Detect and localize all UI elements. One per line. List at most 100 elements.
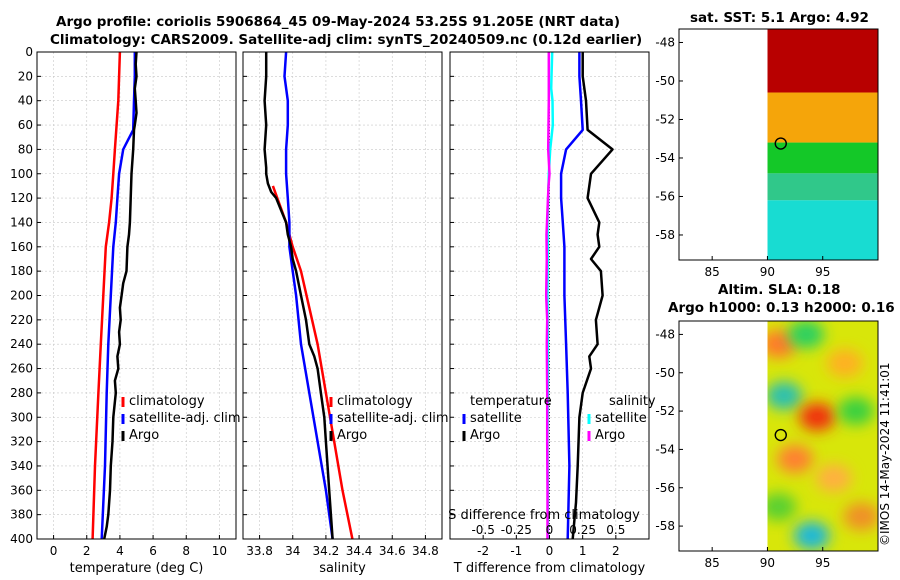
- map-y-tick-label: -48: [655, 35, 675, 49]
- sst-band: [767, 200, 878, 260]
- series-climatology: [271, 185, 354, 540]
- sst-map-title: sat. SST: 5.1 Argo: 4.92: [690, 10, 869, 26]
- map-y-tick-label: -56: [655, 189, 675, 203]
- y-tick-label: 320: [10, 435, 33, 449]
- sla-map-subtitle: Argo h1000: 0.13 h2000: 0.16: [668, 300, 895, 316]
- map-x-tick-label: 95: [815, 556, 830, 570]
- figure-title-line1: Argo profile: coriolis 5906864_45 09-May…: [56, 14, 621, 30]
- map-x-tick-label: 95: [815, 265, 830, 279]
- series-climatology: [91, 51, 122, 540]
- sst-map: [678, 28, 879, 261]
- y-tick-label: 40: [18, 94, 33, 108]
- y-tick-label: 160: [10, 240, 33, 254]
- map-x-tick-label: 90: [760, 556, 775, 570]
- x-tick-label: 10: [212, 544, 227, 558]
- sst-band: [767, 173, 878, 201]
- sla-blob: [767, 492, 797, 521]
- map-y-tick-label: -50: [655, 74, 675, 88]
- map-field: [767, 321, 879, 551]
- x-tick-label: 34: [285, 544, 300, 558]
- map-y-tick-label: -56: [655, 481, 675, 495]
- sla-blob: [777, 445, 814, 473]
- sla-blob: [826, 349, 863, 378]
- map-field: [767, 29, 878, 260]
- legend-label: satellite-adj. clim: [337, 411, 449, 426]
- x-tick-label: 1: [579, 544, 587, 558]
- legend-label: satellite-adj. clim: [129, 411, 241, 426]
- x-tick-label: 2: [83, 544, 91, 558]
- y-tick-label: 100: [10, 167, 33, 181]
- float-position-marker: [774, 137, 787, 150]
- series-argo: [263, 52, 334, 540]
- sla-map-title: Altim. SLA: 0.18: [718, 282, 841, 298]
- map-x-tick-label: 90: [760, 265, 775, 279]
- sla-blob: [793, 521, 830, 550]
- legend-label: Argo: [337, 428, 367, 443]
- x-axis-label: T difference from climatology: [453, 561, 646, 576]
- series-argo: [102, 51, 138, 540]
- y-tick-label: 80: [18, 142, 33, 156]
- y-tick-label: 260: [10, 362, 33, 376]
- series-satellite-adj--clim: [100, 52, 137, 540]
- series-satellite-adj--clim: [283, 51, 334, 540]
- series-argo: [544, 52, 551, 539]
- legend-label: Argo: [470, 428, 500, 443]
- map-frame: [678, 28, 879, 261]
- y-tick-label: 300: [10, 410, 33, 424]
- x-tick-label: 34.4: [346, 544, 373, 558]
- sla-blob: [837, 397, 874, 426]
- top-tick-label: 0.5: [606, 523, 625, 537]
- map-y-tick-label: -50: [655, 366, 675, 380]
- legend-label: satellite: [470, 411, 522, 426]
- y-tick-label: 200: [10, 289, 33, 303]
- map-y-tick-label: -48: [655, 327, 675, 341]
- sla-blob: [799, 402, 836, 431]
- figure-title-line2: Climatology: CARS2009. Satellite-adj cli…: [50, 32, 643, 48]
- legend-label: satellite: [595, 411, 647, 426]
- map-x-tick-label: 85: [705, 556, 720, 570]
- y-tick-label: 120: [10, 191, 33, 205]
- x-axis-label: salinity: [319, 561, 366, 576]
- map-x-tick-label: 85: [705, 265, 720, 279]
- top-tick-label: -0.5: [471, 523, 494, 537]
- profile-panel-0: [36, 51, 237, 540]
- x-tick-label: -1: [510, 544, 522, 558]
- profile-panel-2: [449, 51, 650, 540]
- y-tick-label: 60: [18, 118, 33, 132]
- sla-blob: [843, 502, 879, 531]
- x-tick-label: 34.6: [379, 544, 406, 558]
- x-axis-label: temperature (deg C): [70, 561, 204, 576]
- sla-blob: [767, 381, 803, 410]
- sla-blob: [815, 464, 852, 493]
- y-tick-label: 280: [10, 386, 33, 400]
- sst-band: [767, 142, 878, 174]
- y-tick-label: 220: [10, 313, 33, 327]
- map-y-tick-label: -54: [655, 442, 675, 456]
- map-y-tick-label: -52: [655, 112, 675, 126]
- legend-title-temperature: temperature: [470, 394, 552, 409]
- x-tick-label: 0: [50, 544, 58, 558]
- legend-label: climatology: [337, 394, 413, 409]
- y-tick-label: 400: [10, 532, 33, 546]
- map-y-tick-label: -58: [655, 519, 675, 533]
- map-y-tick-label: -58: [655, 228, 675, 242]
- y-tick-label: 180: [10, 264, 33, 278]
- x-tick-label: 0: [546, 544, 554, 558]
- sla-blob: [788, 321, 825, 349]
- y-tick-label: 380: [10, 508, 33, 522]
- sla-map: [678, 320, 879, 552]
- sst-band: [767, 92, 878, 143]
- top-tick-label: 0.25: [569, 523, 596, 537]
- series-satellite: [559, 52, 584, 540]
- float-position-marker: [774, 428, 787, 442]
- top-tick-label: 0: [546, 523, 554, 537]
- x-tick-label: 6: [149, 544, 157, 558]
- y-tick-label: 240: [10, 337, 33, 351]
- map-y-tick-label: -52: [655, 404, 675, 418]
- y-tick-label: 0: [25, 45, 33, 59]
- legend-label: Argo: [595, 428, 625, 443]
- legend-title-salinity: salinity: [609, 394, 656, 409]
- legend-label: Argo: [129, 428, 159, 443]
- top-axis-label: S difference from climatology: [448, 508, 640, 523]
